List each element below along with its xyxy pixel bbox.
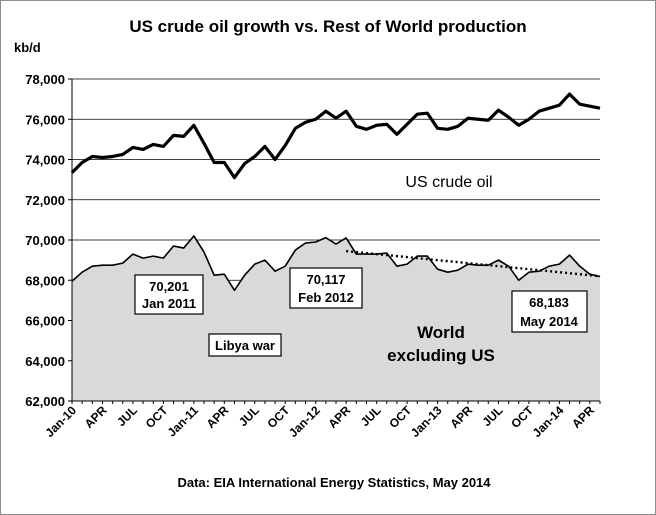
y-tick-label: 66,000 bbox=[25, 314, 65, 329]
annotation-feb-2012: 70,117 Feb 2012 bbox=[289, 267, 363, 309]
y-tick-label: 64,000 bbox=[25, 354, 65, 369]
annotation-box bbox=[208, 333, 282, 357]
annotation-date: Jan 2011 bbox=[142, 296, 196, 311]
annotation-date: Feb 2012 bbox=[298, 290, 354, 305]
y-axis-unit: kb/d bbox=[14, 40, 41, 55]
annotation-text: Libya war bbox=[215, 338, 275, 353]
world-excluding-us-area bbox=[71, 235, 601, 401]
y-tick-labels: 62,000 64,000 66,000 68,000 70,000 72,000 74,0… bbox=[25, 72, 65, 409]
y-tick-label: 72,000 bbox=[25, 193, 65, 208]
world-series-label-line1: World bbox=[417, 323, 465, 342]
axes bbox=[68, 78, 601, 404]
us-series-label: US crude oil bbox=[405, 174, 492, 191]
annotation-value: 68,183 bbox=[529, 295, 569, 310]
y-tick-label: 78,000 bbox=[25, 72, 65, 87]
annotation-value: 70,117 bbox=[306, 272, 345, 287]
world-series-label-line2: excluding US bbox=[387, 346, 495, 365]
y-tick-label: 76,000 bbox=[25, 112, 65, 127]
source-note: Data: EIA International Energy Statistic… bbox=[177, 475, 491, 490]
y-tick-label: 70,000 bbox=[25, 233, 65, 248]
y-tick-label: 62,000 bbox=[25, 394, 65, 409]
annotation-libya-war: Libya war bbox=[208, 333, 282, 357]
annotation-may-2014: 68,183 May 2014 bbox=[511, 290, 588, 333]
chart-title: US crude oil growth vs. Rest of World pr… bbox=[129, 17, 526, 36]
y-tick-label: 68,000 bbox=[25, 273, 65, 288]
us-crude-oil-line bbox=[70, 92, 601, 180]
annotation-box bbox=[511, 290, 588, 333]
annotation-date: May 2014 bbox=[520, 314, 579, 329]
annotation-box bbox=[134, 274, 204, 315]
annotation-box bbox=[289, 267, 363, 309]
annotation-jan-2011: 70,201 Jan 2011 bbox=[134, 274, 204, 315]
annotation-value: 70,201 bbox=[149, 279, 189, 294]
y-tick-label: 74,000 bbox=[25, 153, 65, 168]
world-excluding-us-edge bbox=[71, 235, 601, 292]
us-crude-oil-path bbox=[70, 92, 601, 180]
world-excluding-us-fill bbox=[72, 235, 600, 401]
